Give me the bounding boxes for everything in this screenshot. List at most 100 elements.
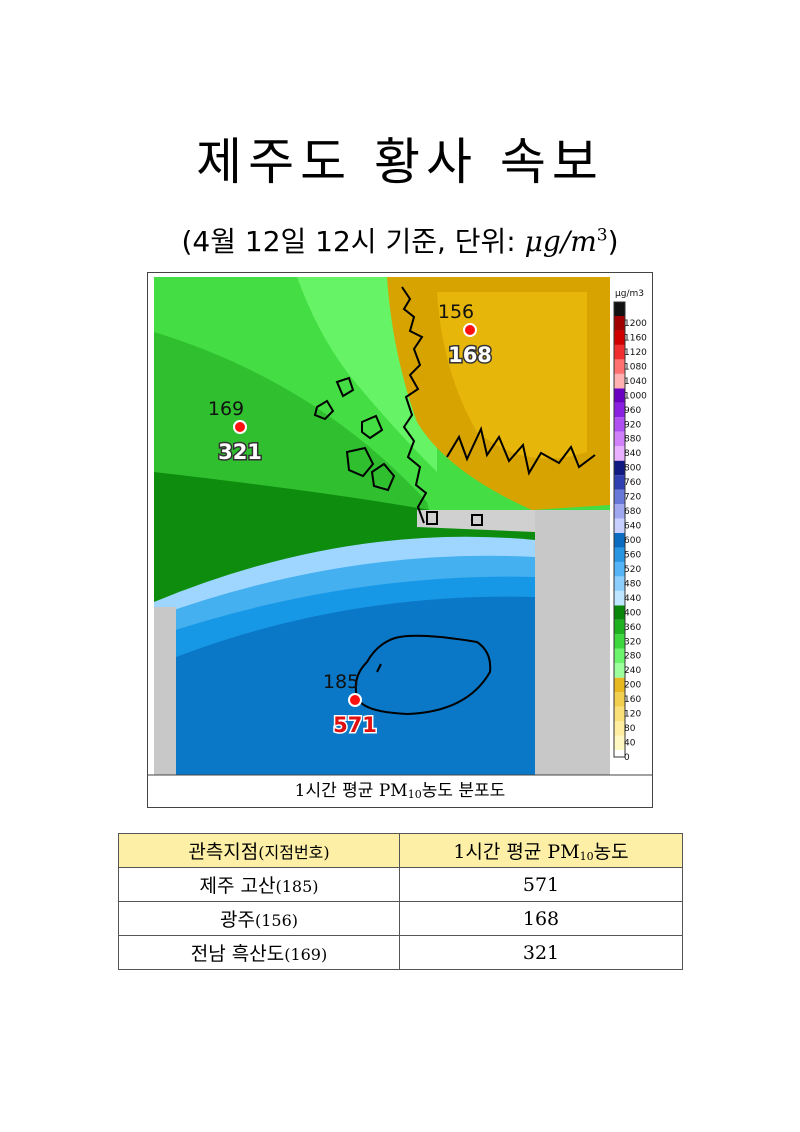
header-sub: 10 (579, 850, 594, 863)
station-cell: 광주(156) (118, 901, 400, 936)
table-row: 광주(156) 168 (118, 901, 683, 936)
map-area (154, 277, 610, 775)
colorbar-band (614, 475, 625, 490)
station-name: 제주 고산 (199, 875, 276, 897)
colorbar-band (614, 663, 625, 678)
colorbar-band (614, 460, 625, 476)
header-cell: 1시간 평균 PM10농도 (399, 833, 683, 868)
colorbar-unit: μg/m3 (615, 289, 644, 299)
colorbar-tick-label: 0 (624, 753, 630, 763)
header-text: (지점번호) (258, 843, 330, 862)
colorbar-tick-label: 720 (624, 493, 641, 503)
value-cell: 321 (399, 935, 683, 970)
colorbar-tick-label: 800 (624, 464, 641, 474)
colorbar-band (614, 561, 625, 577)
colorbar-tick-label: 760 (624, 478, 641, 488)
station-code: (185) (275, 877, 319, 896)
caption-text: 1시간 평균 PM (294, 781, 408, 801)
colorbar-tick-label: 600 (624, 536, 641, 546)
colorbar-band (614, 330, 625, 345)
unit: μg/m (524, 225, 597, 258)
station-dot (463, 323, 477, 337)
station-name: 광주 (220, 909, 255, 931)
colorbar-band (614, 359, 625, 374)
title: 제주도 황사 속보 (196, 133, 604, 191)
colorbar-tick-label: 1120 (624, 348, 647, 358)
station-value: 321 (218, 440, 262, 464)
caption-text: 농도 분포도 (421, 781, 506, 801)
colorbar-tick-label: 640 (624, 522, 641, 532)
colorbar-band (614, 721, 625, 736)
station-code: (156) (254, 911, 298, 930)
colorbar-tick-label: 1080 (624, 362, 647, 372)
colorbar-band (614, 316, 625, 331)
colorbar-band (614, 648, 625, 664)
colorbar-tick-label: 160 (624, 695, 641, 705)
colorbar-band (614, 518, 625, 533)
station-cell: 제주 고산(185) (118, 867, 400, 902)
colorbar-band (614, 590, 625, 606)
table-row: 전남 흑산도(169) 321 (118, 935, 683, 970)
colorbar-tick-label: 840 (624, 449, 641, 459)
unit-exponent: 3 (596, 225, 608, 246)
colorbar-tick-label: 200 (624, 681, 641, 691)
subtitle-text: (4월 12일 12시 기준, 단위: (181, 225, 525, 258)
colorbar-band (614, 533, 625, 548)
colorbar-tick-label: 680 (624, 507, 641, 517)
subtitle: (4월 12일 12시 기준, 단위: μg/m3) (0, 220, 800, 260)
colorbar-tick-label: 120 (624, 710, 641, 720)
colorbar-tick-label: 960 (624, 406, 641, 416)
station-name: 전남 흑산도 (190, 943, 285, 965)
colorbar-tick-label: 1200 (624, 319, 647, 329)
colorbar-tick-label: 440 (624, 594, 641, 604)
subtitle-text: ) (607, 225, 619, 258)
value-cell: 168 (399, 901, 683, 936)
colorbar-band (614, 692, 625, 707)
colorbar-tick-label: 560 (624, 550, 641, 560)
colorbar-band (614, 706, 625, 722)
colorbar-band (614, 547, 625, 562)
table-row: 제주 고산(185) 571 (118, 867, 683, 902)
colorbar-band (614, 605, 625, 620)
colorbar-band (614, 402, 625, 418)
station-dot (233, 420, 247, 434)
colorbar-band (614, 417, 625, 432)
colorbar-band (614, 504, 625, 519)
caption: 1시간 평균 PM10농도 분포도 (147, 775, 653, 808)
station-id: 169 (208, 398, 244, 420)
colorbar-band (614, 446, 625, 461)
colorbar-tick-label: 240 (624, 666, 641, 676)
station-id: 185 (323, 671, 359, 693)
colorbar-tick-label: 480 (624, 579, 641, 589)
value-cell: 571 (399, 867, 683, 902)
header-text: 1시간 평균 PM (453, 841, 580, 863)
header-cell: 관측지점(지점번호) (118, 833, 400, 868)
header-text: 농도 (593, 841, 629, 863)
station-code: (169) (284, 945, 328, 964)
colorbar: μg/m312001160112010801040100096092088084… (613, 289, 647, 763)
colorbar-band (614, 373, 625, 389)
colorbar-tick-label: 400 (624, 608, 641, 618)
colorbar-band (614, 619, 625, 635)
colorbar-tick-label: 320 (624, 637, 641, 647)
colorbar-band (614, 576, 625, 591)
station-id: 156 (438, 301, 474, 323)
station-cell: 전남 흑산도(169) (118, 935, 400, 970)
station-dot (348, 693, 362, 707)
colorbar-band (614, 634, 625, 649)
colorbar-band (614, 489, 625, 505)
colorbar-cap (614, 302, 625, 316)
colorbar-band (614, 677, 625, 693)
colorbar-tick-label: 880 (624, 435, 641, 445)
colorbar-tick-label: 920 (624, 420, 641, 430)
colorbar-tick-label: 280 (624, 652, 641, 662)
colorbar-band (614, 735, 625, 750)
colorbar-tick-label: 80 (624, 724, 636, 734)
stations: 156 168 169 321 185 571 (208, 301, 494, 739)
colorbar-band (614, 344, 625, 360)
colorbar-tick-label: 1160 (624, 333, 647, 343)
colorbar-tick-label: 360 (624, 623, 641, 633)
station-value: 168 (448, 343, 492, 367)
